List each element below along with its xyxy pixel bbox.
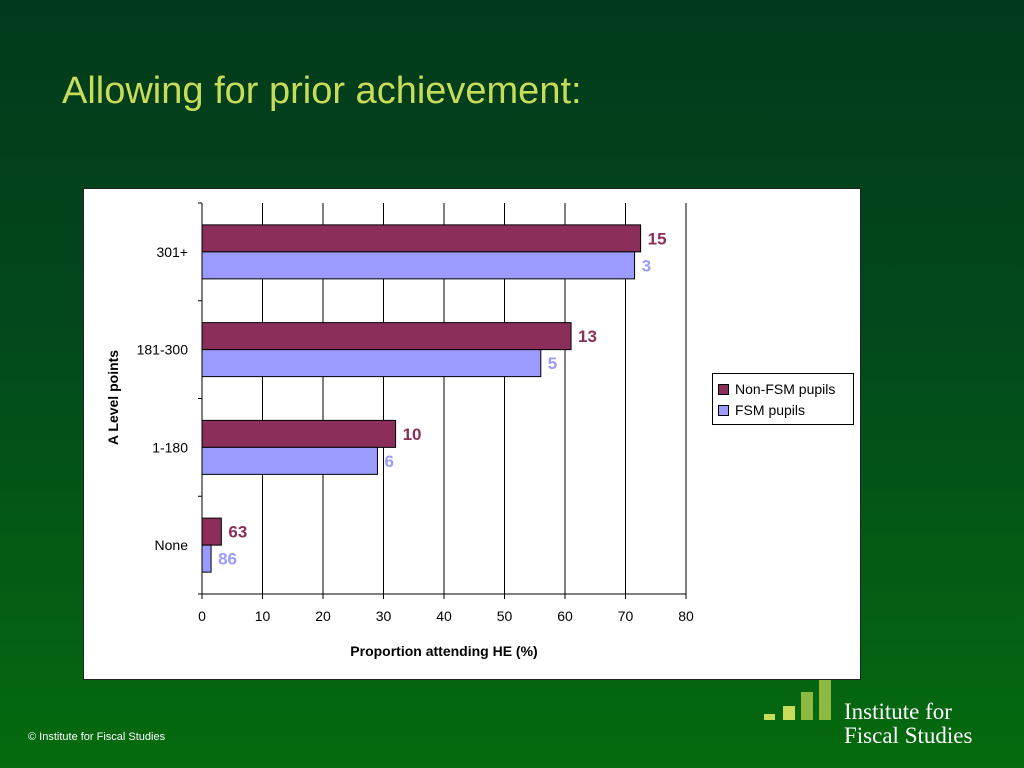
axes bbox=[198, 202, 687, 599]
data-label-fsm-0: 86 bbox=[218, 550, 237, 569]
x-tick-label-10: 10 bbox=[255, 608, 271, 624]
bar-fsm-3 bbox=[201, 251, 636, 280]
legend-swatch-fsm bbox=[718, 404, 729, 416]
x-tick-label-40: 40 bbox=[436, 608, 452, 624]
x-tick-label-80: 80 bbox=[678, 608, 694, 624]
data-label-fsm-1: 6 bbox=[384, 452, 393, 471]
data-label-non-fsm-2: 13 bbox=[578, 327, 597, 346]
data-label-non-fsm-0: 63 bbox=[228, 523, 247, 542]
x-axis-title: Proportion attending HE (%) bbox=[350, 643, 537, 659]
bar-non-fsm-0 bbox=[201, 517, 222, 546]
x-tick-label-70: 70 bbox=[618, 608, 634, 624]
logo-line-1: Institute for bbox=[844, 699, 952, 724]
bar-non-fsm-1 bbox=[201, 419, 397, 448]
data-label-non-fsm-1: 10 bbox=[403, 425, 422, 444]
category-label-3: 301+ bbox=[156, 244, 188, 260]
legend-label-fsm: FSM pupils bbox=[735, 402, 806, 418]
chart-legend: Non-FSM pupils FSM pupils bbox=[712, 373, 854, 425]
category-label-2: 181-300 bbox=[137, 342, 189, 358]
bar-chart: 63 86 None 10 6 1-180 13 5 181-300 15 3 301+ 0 10 20 30… bbox=[105, 202, 694, 659]
ifs-logo: Institute for Fiscal Studies bbox=[762, 678, 1012, 752]
logo-line-2: Fiscal Studies bbox=[844, 723, 973, 748]
chart-area: 63 86 None 10 6 1-180 13 5 181-300 15 3 301+ 0 10 20 30… bbox=[83, 188, 861, 680]
category-label-1: 1-180 bbox=[152, 439, 188, 455]
bars bbox=[201, 224, 642, 573]
labels: 63 86 None 10 6 1-180 13 5 181-300 15 3 301+ 0 10 20 30… bbox=[105, 229, 694, 659]
legend-item-non-fsm: Non-FSM pupils bbox=[718, 380, 835, 398]
data-label-non-fsm-3: 15 bbox=[648, 229, 667, 248]
logo-bars-icon bbox=[764, 680, 831, 720]
x-tick-label-50: 50 bbox=[497, 608, 513, 624]
x-tick-label-60: 60 bbox=[557, 608, 573, 624]
logo-text: Institute for Fiscal Studies bbox=[844, 700, 972, 748]
copyright-text: © Institute for Fiscal Studies bbox=[28, 731, 166, 743]
bar-non-fsm-2 bbox=[201, 322, 572, 351]
bar-non-fsm-3 bbox=[201, 224, 642, 253]
legend-label-non-fsm: Non-FSM pupils bbox=[735, 381, 836, 397]
bar-fsm-0 bbox=[201, 544, 212, 573]
data-label-fsm-2: 5 bbox=[548, 354, 557, 373]
bar-fsm-1 bbox=[201, 446, 378, 475]
data-label-fsm-3: 3 bbox=[642, 256, 651, 275]
x-tick-label-20: 20 bbox=[315, 608, 331, 624]
legend-swatch-non-fsm bbox=[718, 383, 729, 395]
x-tick-label-0: 0 bbox=[198, 608, 206, 624]
slide-title: Allowing for prior achievement: bbox=[62, 70, 582, 112]
bar-fsm-2 bbox=[201, 349, 542, 378]
y-axis-title: A Level points bbox=[105, 350, 121, 445]
legend-item-fsm: FSM pupils bbox=[718, 401, 805, 419]
category-label-0: None bbox=[155, 537, 189, 553]
x-tick-label-30: 30 bbox=[376, 608, 392, 624]
